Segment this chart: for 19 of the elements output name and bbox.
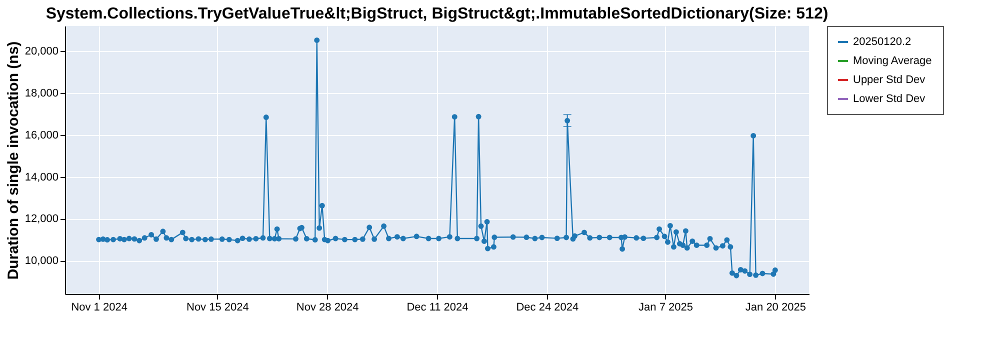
y-axis-title: Duration of single invocation (ns) <box>4 41 22 280</box>
chart-title: System.Collections.TryGetValueTrue&lt;BigStruct, BigStruct&gt;.ImmutableSortedDictionary(Size: 512) <box>46 6 828 22</box>
y-tick-label: 14,000 <box>24 171 58 184</box>
x-tick-label: Nov 1 2024 <box>71 302 128 314</box>
x-tick-label: Dec 24 2024 <box>516 302 579 314</box>
y-tick-label: 12,000 <box>24 213 58 226</box>
y-tick-label: 10,000 <box>24 255 58 267</box>
y-tick-label: 16,000 <box>24 129 58 142</box>
x-tick-label: Nov 15 2024 <box>186 302 249 314</box>
legend-label: 20250120.2 <box>853 36 912 48</box>
x-tick-label: Jan 7 2025 <box>638 302 693 314</box>
y-tick-label: 20,000 <box>24 46 58 58</box>
x-tick-label: Jan 20 2025 <box>745 302 806 314</box>
legend-label: Lower Std Dev <box>853 93 926 105</box>
legend-label: Moving Average <box>853 55 932 67</box>
legend-label: Upper Std Dev <box>853 74 926 86</box>
y-tick-label: 18,000 <box>24 88 58 100</box>
x-tick-label: Nov 28 2024 <box>296 302 359 314</box>
x-tick-label: Dec 11 2024 <box>406 302 468 314</box>
